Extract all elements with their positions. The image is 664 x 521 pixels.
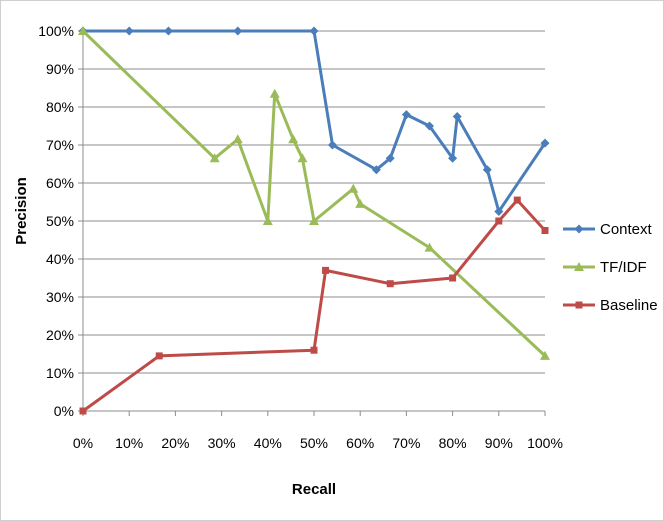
- context-point: [494, 207, 504, 216]
- context-point: [371, 165, 381, 175]
- context-point: [124, 26, 134, 36]
- x-tick-label: 0%: [73, 435, 93, 451]
- x-tick-label: 90%: [485, 435, 513, 451]
- series-context: [78, 26, 550, 216]
- context-point: [385, 153, 395, 163]
- baseline-point: [322, 266, 330, 274]
- x-tick-label: 100%: [527, 435, 563, 451]
- tf-idf-point: [78, 26, 88, 35]
- legend-label: Baseline: [600, 297, 658, 314]
- legend-swatch-marker: [575, 301, 583, 309]
- y-tick-label: 80%: [46, 99, 74, 115]
- baseline-point: [495, 217, 503, 225]
- context-point: [309, 26, 319, 36]
- tf-idf-point: [540, 350, 550, 360]
- x-tick-label: 60%: [346, 435, 374, 451]
- x-tick-label: 80%: [439, 435, 467, 451]
- context-point: [425, 121, 434, 131]
- tf-idf-point: [297, 153, 308, 163]
- baseline-point: [310, 346, 318, 354]
- baseline-point: [155, 352, 163, 360]
- series-group: [78, 26, 550, 415]
- y-tick-label: 70%: [46, 137, 74, 153]
- context-point: [163, 26, 173, 36]
- legend-swatch-marker: [574, 262, 584, 271]
- x-tick-label: 10%: [115, 435, 143, 451]
- y-tick-label: 90%: [46, 61, 74, 77]
- baseline-point: [79, 407, 87, 415]
- context-line: [83, 29, 547, 213]
- y-tick-label: 60%: [46, 175, 74, 191]
- y-axis-title: Precision: [13, 177, 30, 245]
- tf-idf-point: [232, 134, 243, 144]
- y-tick-label: 40%: [46, 251, 74, 267]
- tf-idf-point: [269, 88, 280, 98]
- gridlines: [83, 30, 545, 374]
- context-point: [327, 140, 337, 150]
- x-tick-label: 20%: [161, 435, 189, 451]
- legend: Context TF/IDF Baseline: [563, 221, 658, 314]
- y-tick-label: 20%: [46, 327, 74, 343]
- x-tick-label: 30%: [208, 435, 236, 451]
- y-tick-label: 10%: [46, 365, 74, 381]
- tf-idf-point: [309, 216, 319, 225]
- context-point: [452, 112, 462, 121]
- axes: 0% 10% 20% 30% 40% 50% 60% 70% 80% 90% 100% 0% 10% 20…: [38, 23, 563, 451]
- legend-item-context: Context: [563, 221, 653, 238]
- tf-idf-point: [288, 134, 299, 144]
- tf-idf-point: [355, 198, 366, 208]
- legend-item-baseline: Baseline: [563, 297, 658, 314]
- baseline-point: [449, 274, 457, 282]
- tf-idf-point: [348, 183, 359, 193]
- context-point: [233, 26, 243, 36]
- x-tick-label: 50%: [300, 435, 328, 451]
- legend-swatch-marker: [574, 224, 584, 234]
- x-tick-label: 40%: [254, 435, 282, 451]
- y-tick-label: 0%: [54, 403, 74, 419]
- baseline-point: [386, 280, 394, 288]
- y-tick-label: 100%: [38, 23, 74, 39]
- series-tf-idf: [78, 26, 550, 360]
- context-point: [482, 165, 492, 175]
- x-tick-label: 70%: [392, 435, 420, 451]
- baseline-point: [513, 196, 521, 204]
- baseline-line: [82, 198, 547, 413]
- legend-label: TF/IDF: [600, 259, 647, 276]
- tf-idf-point: [262, 216, 273, 225]
- x-axis-title: Recall: [292, 481, 336, 498]
- baseline-point: [541, 227, 549, 234]
- y-tick-label: 50%: [46, 213, 74, 229]
- legend-label: Context: [600, 221, 653, 238]
- tf-idf-point: [209, 153, 220, 163]
- legend-item-tf-idf: TF/IDF: [563, 259, 647, 276]
- tf-idf-line: [81, 29, 547, 357]
- context-point: [540, 138, 550, 148]
- y-tick-label: 30%: [46, 289, 74, 305]
- context-point: [448, 153, 458, 163]
- context-point: [401, 110, 411, 120]
- tf-idf-point: [424, 242, 435, 252]
- series-baseline: [79, 196, 549, 415]
